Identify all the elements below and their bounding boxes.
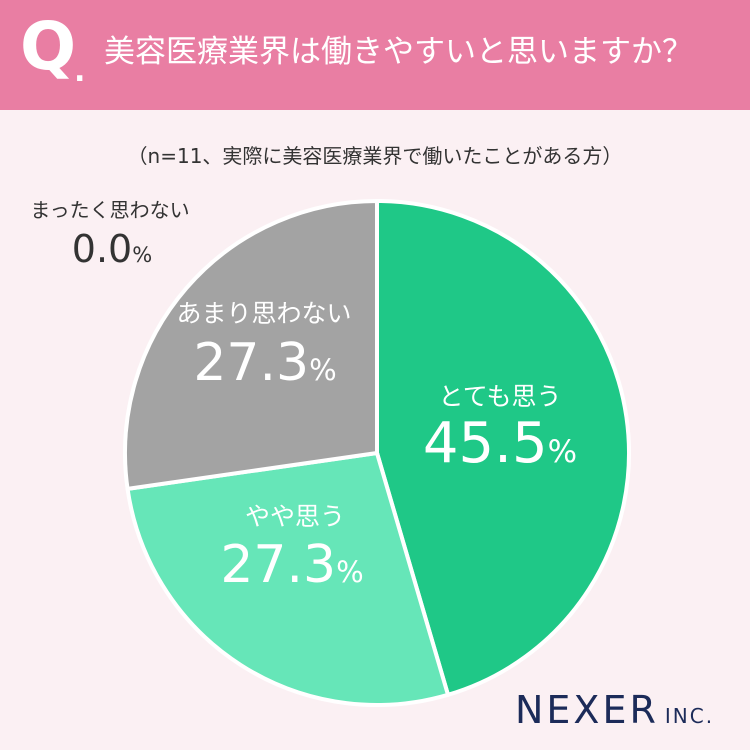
brand-name: NEXER: [515, 688, 659, 732]
slice-4-value: 0.0%: [72, 227, 152, 271]
pie-slice-2: [125, 451, 450, 707]
slice-3-label: あまり思わない: [176, 299, 351, 328]
slice-2-unit: %: [336, 555, 364, 589]
question-mark-label: Q: [20, 8, 77, 85]
brand-suffix: INC.: [664, 704, 715, 728]
slice-2-value: 27.3%: [220, 535, 363, 595]
slice-1-label: とても思う: [438, 382, 561, 411]
slice-1-unit: %: [548, 434, 577, 470]
header-banner: Q . 美容医療業界は働きやすいと思いますか？: [0, 0, 750, 110]
pie-slice-3: [123, 199, 379, 491]
pie-slice-1: [375, 199, 631, 697]
slice-3-unit: %: [309, 353, 337, 387]
question-title: 美容医療業界は働きやすいと思いますか？: [104, 34, 693, 70]
slice-4-label: まったく思わない: [30, 198, 189, 222]
question-dot: .: [74, 54, 86, 89]
slice-2-label: やや思う: [245, 502, 345, 531]
slice-4-unit: %: [132, 243, 152, 267]
brand-logo: NEXER INC.: [515, 688, 714, 732]
sample-note: （n=11、実際に美容医療業界で働いたことがある方）: [127, 144, 623, 168]
